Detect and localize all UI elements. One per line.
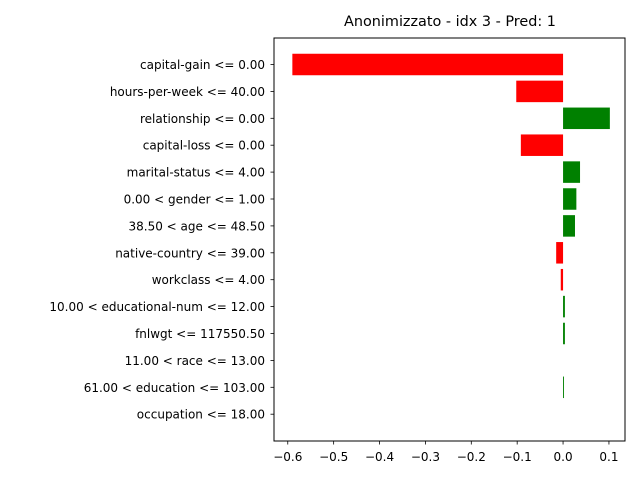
bar-61-00-education-103-00	[563, 376, 564, 399]
bar-marital-status-4-00	[563, 161, 581, 183]
bar-38-50-age-48-50	[563, 215, 575, 237]
chart-title: Anonimizzato - idx 3 - Pred: 1	[344, 14, 556, 30]
category-label: 11.00 < race <= 13.00	[125, 354, 265, 368]
bar-capital-loss-0-00	[520, 134, 564, 156]
category-label: capital-loss <= 0.00	[143, 139, 265, 153]
category-label: relationship <= 0.00	[140, 112, 265, 126]
x-axis-ticks: −0.6 −0.5 −0.4 −0.3 −0.2 −0.1 0.0 0.1	[273, 441, 618, 464]
category-label: 10.00 < educational-num <= 12.00	[49, 300, 265, 314]
bar-fnlwgt-117550-50	[563, 322, 565, 345]
x-tick-label: −0.1	[503, 450, 532, 464]
category-label: capital-gain <= 0.00	[140, 58, 265, 72]
category-label: occupation <= 18.00	[137, 408, 265, 422]
bar-capital-gain-0-00	[292, 53, 564, 76]
bar-10-00-educational-num-12-00	[563, 295, 565, 318]
category-label: hours-per-week <= 40.00	[110, 85, 265, 99]
category-label: workclass <= 4.00	[152, 273, 265, 287]
bar-0-00-gender-1-00	[563, 188, 577, 210]
x-tick-label: 0.0	[554, 450, 573, 464]
category-label: 61.00 < education <= 103.00	[84, 381, 265, 395]
category-label: marital-status <= 4.00	[127, 166, 265, 180]
bar-relationship-0-00	[563, 107, 610, 130]
category-label: 38.50 < age <= 48.50	[129, 219, 265, 233]
x-tick-label: −0.2	[457, 450, 486, 464]
x-tick-label: −0.4	[365, 450, 394, 464]
category-label: native-country <= 39.00	[115, 246, 265, 260]
category-label: 0.00 < gender <= 1.00	[124, 193, 265, 207]
x-tick-label: −0.3	[411, 450, 440, 464]
bar-hours-per-week-40-00	[516, 80, 564, 103]
category-labels: capital-gain <= 0.00 hours-per-week <= 40…	[49, 58, 274, 422]
bar-native-country-39-00	[556, 242, 564, 264]
category-label: fnlwgt <= 117550.50	[135, 327, 265, 341]
plot-frame	[273, 37, 626, 442]
x-tick-label: 0.1	[599, 450, 618, 464]
bars-group	[292, 53, 610, 399]
x-tick-label: −0.6	[273, 450, 302, 464]
x-tick-label: −0.5	[319, 450, 348, 464]
bar-workclass-4-00	[560, 268, 564, 291]
